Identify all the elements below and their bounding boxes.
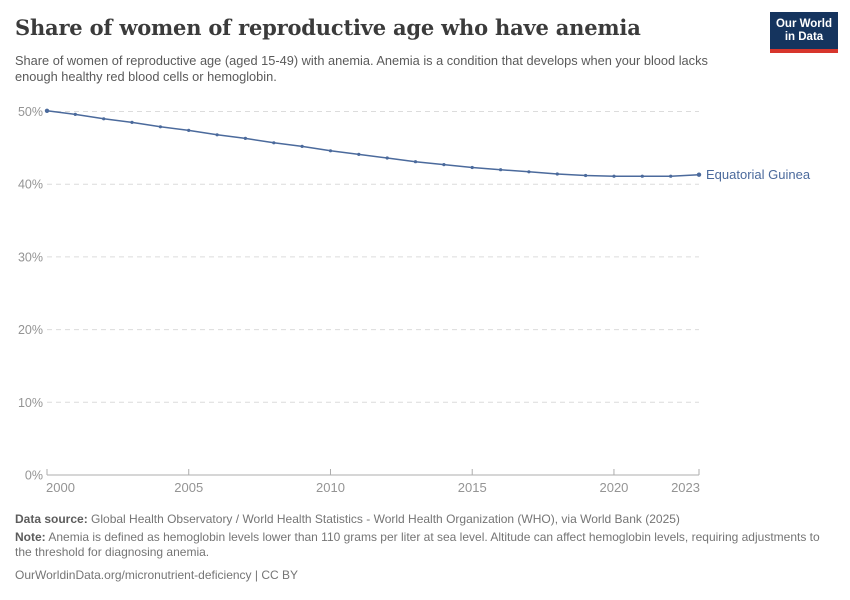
y-axis-tick-label: 40%	[18, 178, 43, 192]
data-point	[442, 163, 446, 167]
data-source-text: Global Health Observatory / World Health…	[87, 512, 680, 526]
x-axis-tick-label: 2015	[458, 480, 487, 495]
x-axis-tick-label: 2010	[316, 480, 345, 495]
data-point	[499, 168, 503, 172]
data-point	[669, 174, 673, 178]
data-point	[357, 152, 361, 156]
y-axis-tick-label: 20%	[18, 323, 43, 337]
chart-subtitle: Share of women of reproductive age (aged…	[15, 53, 708, 84]
data-point	[187, 128, 191, 132]
x-axis-tick-label: 2000	[46, 480, 75, 495]
data-point	[385, 156, 389, 160]
x-axis-tick-label: 2020	[599, 480, 628, 495]
note-text: Anemia is defined as hemoglobin levels l…	[15, 530, 820, 559]
owid-logo: Our World in Data	[770, 12, 838, 53]
chart-title: Share of women of reproductive age who h…	[15, 15, 641, 40]
data-point	[44, 108, 50, 114]
y-axis-tick-label: 10%	[18, 396, 43, 410]
data-source-label: Data source:	[15, 512, 88, 526]
data-point	[470, 165, 474, 170]
data-point	[130, 120, 134, 124]
data-point	[640, 174, 644, 178]
note-line: Note: Anemia is defined as hemoglobin le…	[15, 530, 821, 560]
data-point	[612, 174, 616, 178]
y-axis-tick-label: 30%	[18, 250, 43, 264]
data-point	[300, 144, 304, 148]
data-point	[328, 149, 333, 153]
data-point	[413, 160, 418, 164]
data-point	[584, 173, 588, 178]
owid-url-link[interactable]: OurWorldinData.org/micronutrient-deficie…	[15, 568, 298, 582]
owid-logo-text: Our World in Data	[770, 12, 838, 49]
data-point	[527, 170, 531, 174]
data-point	[215, 133, 219, 137]
note-label: Note:	[15, 530, 46, 544]
owid-logo-line1: Our World	[775, 17, 832, 30]
data-point	[696, 172, 702, 177]
owid-logo-line2: in Data	[784, 30, 824, 43]
data-point	[158, 125, 162, 129]
owid-logo-stripe	[770, 49, 838, 53]
data-source-line: Data source: Global Health Observatory /…	[15, 512, 835, 527]
y-axis-tick-label: 0%	[25, 469, 43, 483]
data-line	[46, 110, 700, 177]
x-axis-tick-label: 2023	[671, 480, 700, 495]
data-point	[243, 136, 247, 140]
data-point	[555, 172, 559, 176]
data-point	[73, 112, 77, 116]
entity-label: Equatorial Guinea	[706, 167, 811, 182]
y-axis-tick-label: 50%	[18, 105, 43, 119]
data-point	[272, 141, 276, 145]
data-point	[102, 117, 106, 121]
x-axis-tick-label: 2005	[174, 480, 203, 495]
